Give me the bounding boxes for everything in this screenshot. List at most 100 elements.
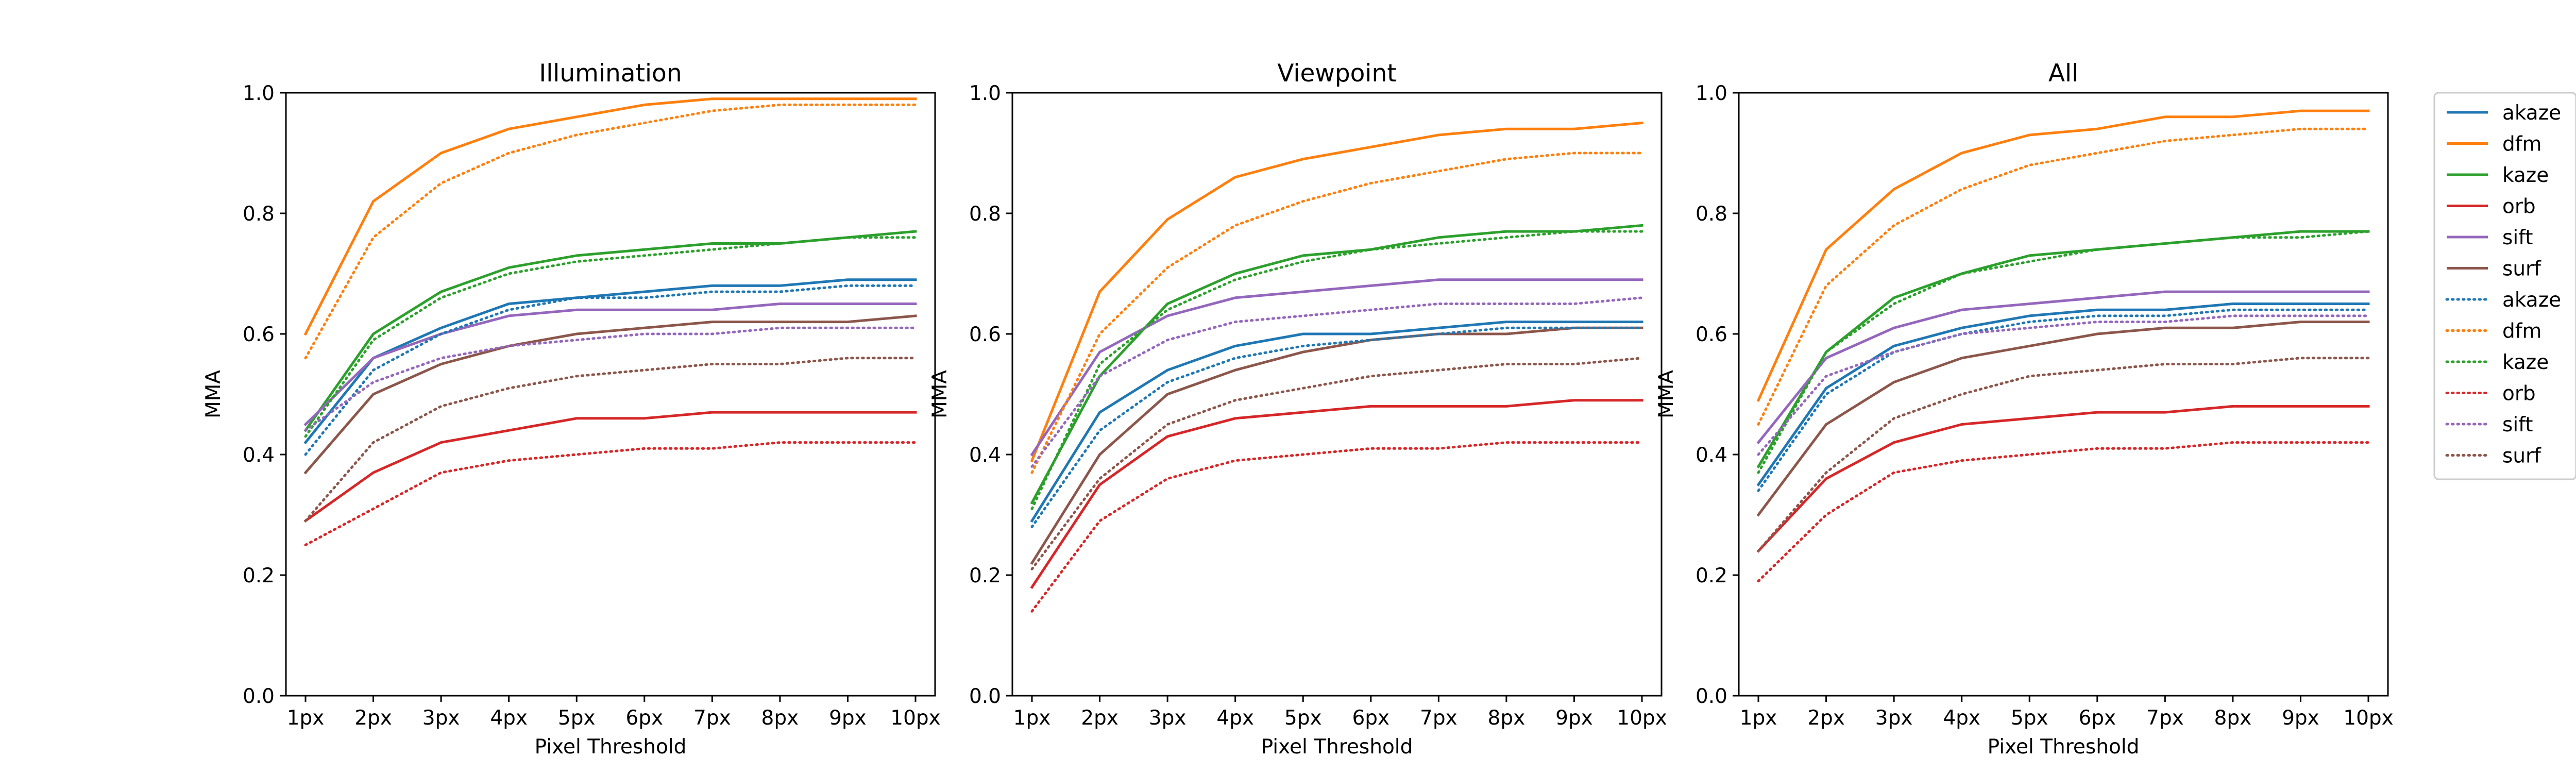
legend-label: surf <box>2502 258 2541 281</box>
x-tick-label: 4px <box>1943 707 1980 730</box>
panel-illumination: Illumination Pixel Threshold MMA 1px 2px 3… <box>202 59 941 759</box>
series-line-akaze-solid <box>1756 303 2370 486</box>
legend-item-kaze-solid: kaze <box>2447 164 2549 187</box>
series-line-dfm-dotted <box>1030 152 1643 474</box>
x-tick-label: 7px <box>1420 707 1458 730</box>
x-tick-label: 9px <box>1555 707 1593 730</box>
x-tick-label: 3px <box>1149 707 1187 730</box>
legend-item-akaze-dotted: akaze <box>2445 289 2561 312</box>
legend-item-orb-solid: orb <box>2447 195 2536 219</box>
legend-label: akaze <box>2502 289 2561 312</box>
series-line-kaze-solid <box>303 230 917 432</box>
series-line-akaze-dotted <box>1757 308 2370 492</box>
series-line-surf-solid <box>303 314 917 475</box>
series-line-kaze-dotted <box>304 236 917 438</box>
series-line-akaze-solid <box>303 278 917 445</box>
series-line-sift-solid <box>1030 278 1643 457</box>
legend-label: sift <box>2502 226 2533 249</box>
x-tick-label: 9px <box>2282 707 2319 730</box>
x-tick-label: 1px <box>287 707 325 730</box>
x-tick-label: 7px <box>693 707 731 730</box>
series-line-sift-solid <box>303 303 917 427</box>
x-tick-label: 1px <box>1013 707 1051 730</box>
y-tick-label: 1.0 <box>1696 82 1727 105</box>
legend-item-orb-dotted: orb <box>2445 382 2536 406</box>
x-tick-label: 5px <box>2011 707 2048 730</box>
legend-item-kaze-dotted: kaze <box>2445 351 2549 374</box>
y-axis-label: MMA <box>1655 370 1678 418</box>
y-tick-label: 0.6 <box>1696 323 1727 346</box>
series-line-surf-dotted <box>304 357 917 523</box>
x-tick-label: 8px <box>2214 707 2252 730</box>
y-tick-label: 0.6 <box>243 323 275 346</box>
series-line-surf-dotted <box>1030 357 1643 570</box>
x-tick-label: 6px <box>1352 707 1389 730</box>
plot-frame <box>285 92 936 697</box>
x-axis-label: Pixel Threshold <box>535 735 687 759</box>
y-tick-label: 0.8 <box>969 203 1001 226</box>
x-tick-label: 3px <box>1875 707 1913 730</box>
series-line-kaze-solid <box>1030 224 1643 505</box>
series-line-orb-solid <box>1756 405 2370 553</box>
y-tick-label: 0.0 <box>243 685 275 708</box>
y-tick-label: 0.8 <box>243 203 275 226</box>
x-tick-label: 10px <box>890 707 940 730</box>
series-line-surf-solid <box>1030 326 1643 565</box>
x-axis-label: Pixel Threshold <box>1261 735 1413 759</box>
series-line-akaze-solid <box>1030 321 1643 523</box>
panel-title: All <box>2048 59 2078 88</box>
series-line-kaze-dotted <box>1757 230 2370 474</box>
y-tick-label: 0.0 <box>969 685 1001 708</box>
legend-label: orb <box>2502 382 2536 406</box>
series-line-dfm-solid <box>303 97 917 336</box>
series-line-akaze-dotted <box>304 284 917 456</box>
y-axis-label: MMA <box>928 370 952 418</box>
legend: akaze dfm kaze orb sift surf akaze dfm kaze orb si… <box>2433 92 2576 480</box>
panel-all: All Pixel Threshold MMA 1px 2px 3px 4px 5px 6… <box>1655 59 2394 759</box>
panel-title: Viewpoint <box>1277 59 1396 88</box>
x-tick-label: 7px <box>2146 707 2184 730</box>
y-tick-label: 0.4 <box>243 444 275 467</box>
y-tick-label: 0.4 <box>1696 444 1727 467</box>
x-tick-label: 9px <box>829 707 867 730</box>
legend-label: surf <box>2502 445 2541 468</box>
legend-label: orb <box>2502 195 2536 219</box>
x-tick-label: 1px <box>1740 707 1777 730</box>
x-tick-label: 4px <box>490 707 528 730</box>
x-tick-label: 6px <box>625 707 663 730</box>
legend-label: kaze <box>2502 164 2549 187</box>
x-tick-label: 6px <box>2078 707 2116 730</box>
plot-frame <box>1011 92 1663 697</box>
series-line-surf-dotted <box>1757 357 2370 552</box>
legend-label: dfm <box>2502 133 2541 156</box>
y-tick-label: 1.0 <box>243 82 275 105</box>
plot-frame <box>1738 92 2389 697</box>
legend-label: akaze <box>2502 102 2561 125</box>
series-line-dfm-dotted <box>1757 127 2370 426</box>
x-tick-label: 8px <box>1488 707 1526 730</box>
series-line-dfm-solid <box>1756 109 2370 402</box>
legend-label: kaze <box>2502 351 2549 374</box>
series-line-dfm-solid <box>1030 121 1643 462</box>
panel-title: Illumination <box>539 59 682 88</box>
series-line-orb-dotted <box>304 441 917 546</box>
series-line-orb-solid <box>303 411 917 523</box>
legend-item-akaze-solid: akaze <box>2447 102 2561 125</box>
series-line-sift-solid <box>1756 290 2370 445</box>
series-line-kaze-solid <box>1756 230 2370 468</box>
y-tick-label: 0.6 <box>969 323 1001 346</box>
y-tick-label: 0.2 <box>1696 564 1727 587</box>
y-tick-label: 0.2 <box>969 564 1001 587</box>
x-tick-label: 5px <box>558 707 596 730</box>
x-axis-label: Pixel Threshold <box>1988 735 2140 759</box>
y-tick-label: 0.2 <box>243 564 275 587</box>
legend-label: sift <box>2502 413 2533 436</box>
legend-item-surf-dotted: surf <box>2445 445 2541 468</box>
x-tick-label: 8px <box>761 707 799 730</box>
series-group <box>1756 109 2370 583</box>
x-tick-label: 2px <box>1081 707 1118 730</box>
panel-viewpoint: Viewpoint Pixel Threshold MMA 1px 2px 3px 4… <box>928 59 1667 759</box>
legend-label: dfm <box>2502 320 2541 343</box>
